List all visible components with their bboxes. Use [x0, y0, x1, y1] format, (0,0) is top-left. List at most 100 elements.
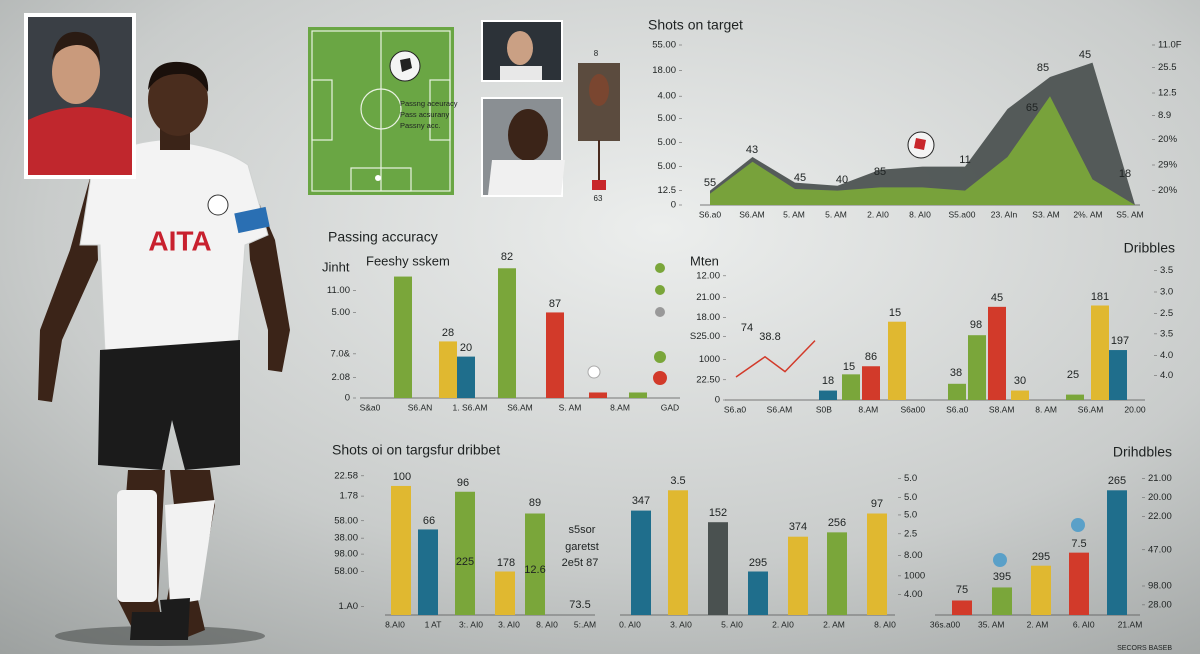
bar [708, 522, 728, 615]
thumbnail-photo [578, 63, 620, 190]
x-tick-label: S6.AN [408, 402, 433, 412]
x-tick-label: 2%. AM [1073, 209, 1102, 219]
player-figure: AITA [38, 61, 290, 646]
annotation: 178 [497, 557, 515, 569]
chart-subtitle: Mten [690, 253, 719, 268]
x-tick-label: S0B [816, 404, 832, 414]
bar [495, 571, 515, 615]
chart-title: Drihdbles [1113, 444, 1172, 460]
x-tick-label: 3. AI0 [498, 619, 520, 629]
annotation: 100 [393, 471, 411, 483]
x-tick-label: GAD [661, 402, 679, 412]
annotation: 25 [1067, 369, 1079, 381]
y-tick-label: 98.00 [1148, 581, 1172, 592]
bar [1109, 350, 1127, 400]
bar [888, 321, 906, 400]
bar [391, 485, 411, 615]
chart-title: Dribbles [1124, 240, 1175, 256]
y-tick-label: 98.00 [334, 549, 358, 560]
y-tick-label: 20% [1158, 134, 1178, 145]
x-tick-label: S6.AM [1078, 404, 1104, 414]
x-tick-label: 8. AI0 [909, 209, 931, 219]
annotation: 181 [1091, 291, 1109, 303]
thumb-label: 8 [594, 49, 599, 58]
bar [827, 532, 847, 615]
x-tick-label: 3. AI0 [670, 619, 692, 629]
annotation: 12.6 [524, 564, 545, 576]
bar [418, 529, 438, 615]
decoration [587, 131, 1085, 567]
y-tick-label: 7.0& [330, 348, 350, 359]
annotation: 18 [1119, 168, 1131, 180]
y-tick-label: 3.0 [1160, 287, 1173, 298]
annotation: 295 [749, 557, 767, 569]
pitch-note: Pass acsurany [400, 110, 449, 119]
annotation: 256 [828, 517, 846, 529]
annotation: 20 [460, 342, 472, 354]
y-tick-label: 2.5 [1160, 308, 1173, 319]
x-tick-label: S. AM [559, 402, 582, 412]
bar [1091, 305, 1109, 400]
y-tick-label: 20.00 [1148, 492, 1172, 503]
annotation: 40 [836, 174, 848, 186]
y-tick-label: 21.00 [696, 292, 720, 303]
bar [455, 491, 475, 615]
x-tick-label: 5:.AM [574, 619, 596, 629]
line [735, 340, 816, 378]
annotation: 65 [1026, 102, 1038, 114]
x-tick-label: 2. AM [1027, 619, 1049, 629]
x-tick-label: 2. AI0 [867, 209, 889, 219]
annotation: 66 [423, 515, 435, 527]
y-tick-label: 5.00 [658, 113, 677, 124]
y-tick-label: 3.5 [1160, 328, 1173, 339]
x-tick-label: S5.a00 [949, 209, 976, 219]
annotation: garetst [565, 541, 599, 553]
chart-title: Shots on target [648, 17, 743, 33]
annotation: 374 [789, 521, 807, 533]
y-tick-label: 4.00 [904, 589, 923, 600]
pitch [308, 27, 454, 195]
annotation: 75 [956, 584, 968, 596]
annotation: 86 [865, 351, 877, 363]
y-tick-label: 22.50 [696, 374, 720, 385]
y-tick-label: 18.00 [652, 65, 676, 76]
annotation: 18 [822, 375, 834, 387]
annotation: 74 [741, 322, 753, 334]
y-tick-label: 5.0 [904, 492, 917, 503]
x-tick-label: 5. AM [825, 209, 847, 219]
x-tick-label: 8. AI0 [874, 619, 896, 629]
x-tick-label: 6. AI0 [1073, 619, 1095, 629]
x-tick-label: 0. AI0 [619, 619, 641, 629]
x-tick-label: 8.AI0 [385, 619, 405, 629]
x-tick-label: S6.a0 [946, 404, 968, 414]
bar [819, 390, 837, 400]
bar [788, 536, 808, 615]
bar [1069, 552, 1089, 615]
y-tick-label: 25.5 [1158, 62, 1177, 73]
annotation: 7.5 [1071, 538, 1086, 550]
annotation: 295 [1032, 551, 1050, 563]
y-tick-label: 5.0 [904, 509, 917, 520]
annotation: 82 [501, 251, 513, 263]
annotation: 73.5 [569, 599, 590, 611]
bar [1107, 490, 1127, 615]
y-tick-label: 2.08 [332, 372, 351, 383]
bar [525, 513, 545, 615]
annotation: 38.8 [759, 331, 780, 343]
annotation: 30 [1014, 375, 1026, 387]
x-tick-label: 1 AT [425, 619, 442, 629]
bar [867, 513, 887, 615]
annotation: 85 [1037, 62, 1049, 74]
annotation: 98 [970, 319, 982, 331]
y-tick-label: 58.00 [334, 566, 358, 577]
portrait-photo [24, 13, 136, 179]
bar [968, 335, 986, 400]
annotation: 15 [843, 361, 855, 373]
bar [1031, 565, 1051, 615]
x-tick-label: 36s.a00 [930, 619, 961, 629]
annotation: 15 [889, 307, 901, 319]
bar [394, 276, 412, 398]
bar [1066, 394, 1084, 400]
annotation: 265 [1108, 475, 1126, 487]
annotation: 38 [950, 367, 962, 379]
